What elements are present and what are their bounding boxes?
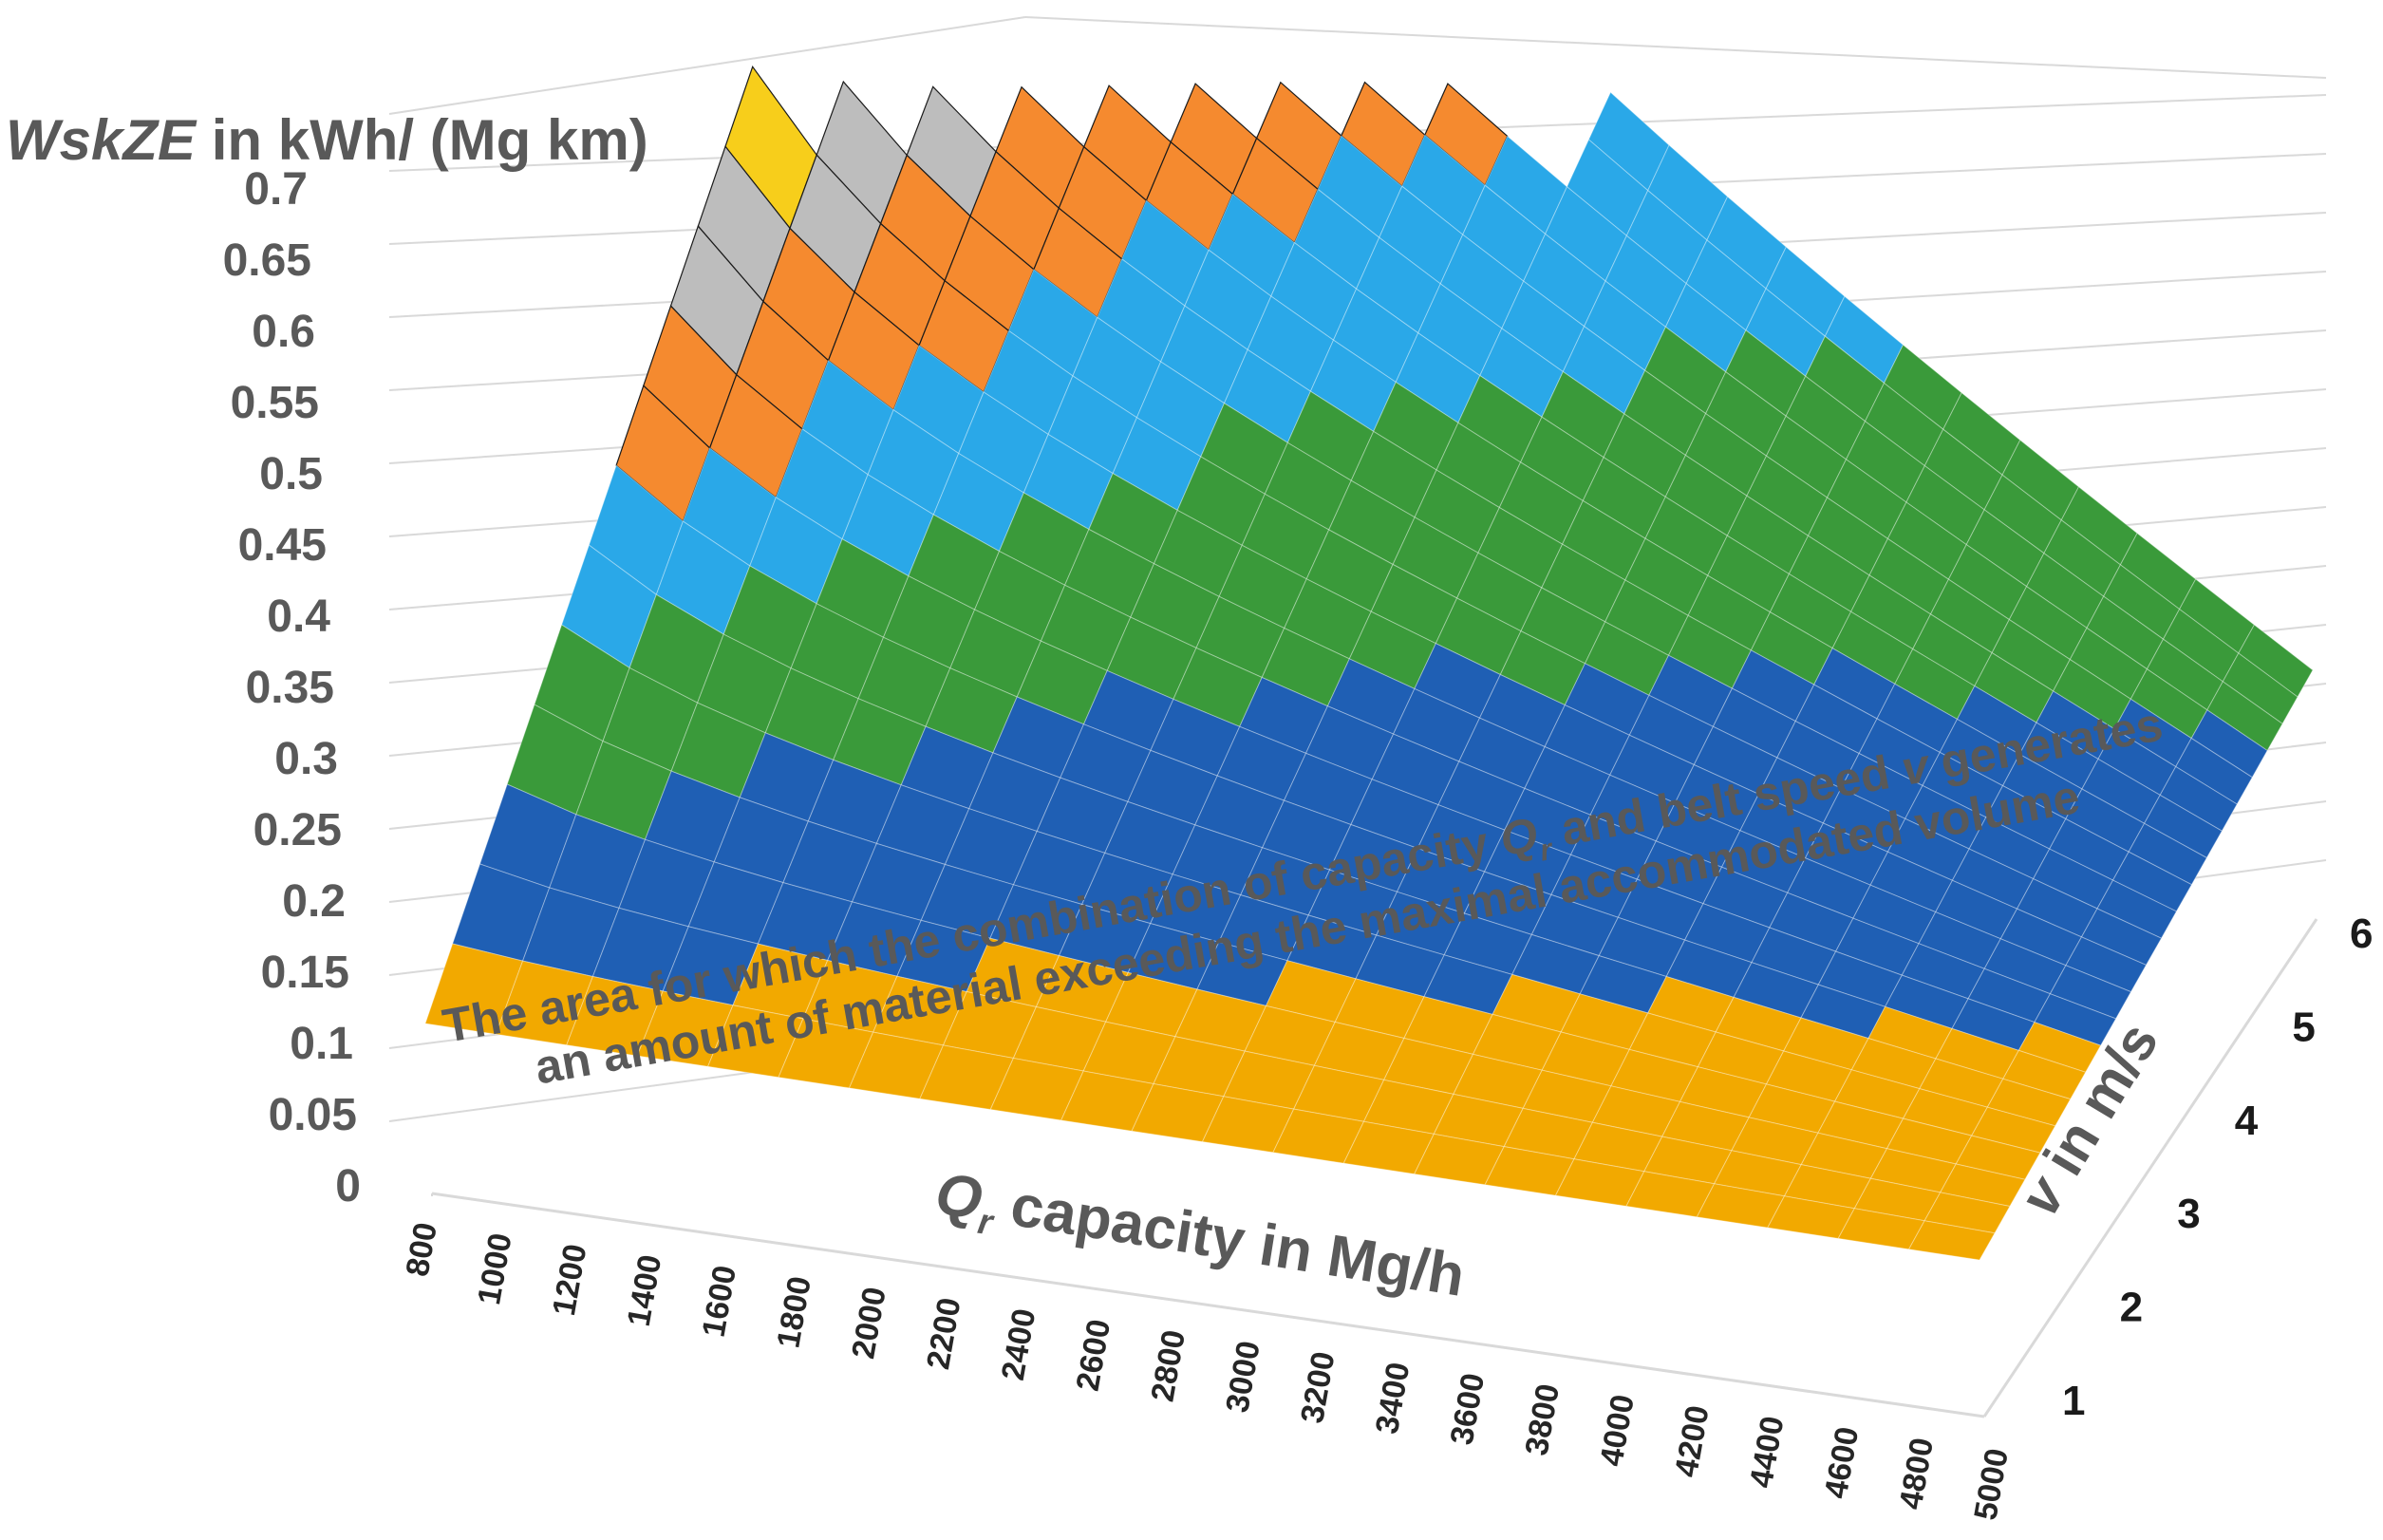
z-tick-label: 0.6: [252, 307, 315, 357]
y-tick-label: 5: [2292, 1004, 2315, 1050]
surface-cell: [2128, 822, 2207, 886]
x-tick-label: 800: [400, 1220, 444, 1279]
z-axis-title: WskZE in kWh/ (Mg km): [6, 108, 648, 172]
x-tick-label: 2400: [995, 1305, 1043, 1382]
surface-cell: [1907, 1220, 1996, 1261]
z-tick-label: 0.35: [246, 663, 334, 713]
x-tick-label: 3400: [1369, 1360, 1417, 1437]
z-tick-label: 0.7: [244, 164, 308, 215]
x-tick-label: 2000: [845, 1285, 893, 1362]
surface-plot: [424, 66, 2314, 1261]
z-tick-label: 0.5: [259, 449, 323, 499]
y-axis-tick-labels: 1 2 3 4 5 6: [2062, 911, 2373, 1424]
x-tick-label: 3600: [1444, 1370, 1492, 1447]
x-tick-label: 4800: [1893, 1435, 1942, 1512]
z-axis-tick-labels: 0 0.05 0.1 0.15 0.2 0.25 0.3 0.35 0.4 0.45 0.5 0.55…: [223, 164, 361, 1211]
x-tick-label: 2200: [920, 1295, 968, 1372]
surface-cell: [1939, 1163, 2026, 1208]
chart-axes: [431, 918, 2318, 1418]
z-tick-label: 0.3: [274, 734, 338, 784]
x-axis-line: [431, 1192, 1985, 1418]
y-tick-label: 2: [2120, 1285, 2143, 1331]
z-tick-label: 0.1: [290, 1019, 353, 1069]
x-tick-label: 5000: [1967, 1446, 2016, 1523]
x-tick-label: 1400: [621, 1252, 669, 1329]
y-tick-label: 1: [2062, 1378, 2085, 1424]
surface-cell: [2065, 936, 2148, 993]
x-tick-label: 1200: [546, 1241, 594, 1318]
x-tick-label: 2800: [1144, 1327, 1192, 1404]
y-tick-label: 4: [2235, 1098, 2259, 1144]
surface-cell: [1923, 1192, 2011, 1234]
x-tick-label: 4600: [1818, 1424, 1867, 1501]
z-tick-label: 0: [335, 1161, 361, 1211]
z-tick-label: 0.25: [253, 805, 342, 855]
y-tick-label: 6: [2350, 911, 2373, 957]
z-tick-label: 0.05: [269, 1090, 357, 1140]
surface-cell: [2096, 879, 2178, 939]
back-wall-top-edge: [1024, 16, 2327, 79]
x-tick-label: 3800: [1518, 1381, 1567, 1458]
surface-cell: [2190, 709, 2268, 779]
x-tick-label: 2600: [1070, 1317, 1118, 1394]
x-tick-label: 4200: [1668, 1402, 1717, 1479]
y-axis-line: [1982, 918, 2318, 1418]
x-tick-label: 4400: [1743, 1414, 1792, 1491]
x-tick-label: 3000: [1219, 1338, 1267, 1415]
surface-cell: [2175, 737, 2253, 805]
x-tick-label: 1600: [696, 1263, 744, 1340]
surface-cell: [2159, 765, 2238, 832]
z-tick-label: 0.65: [223, 235, 311, 286]
z-tick-label: 0.2: [282, 876, 346, 927]
x-tick-label: 1000: [471, 1230, 519, 1307]
surface-cell: [2143, 794, 2223, 859]
x-tick-label: 3200: [1294, 1349, 1342, 1426]
surface-cell: [2049, 965, 2132, 1020]
y-tick-label: 3: [2177, 1191, 2200, 1237]
z-tick-label: 0.15: [261, 948, 349, 998]
x-axis-title: Qr capacity in Mg/h: [929, 1161, 1469, 1318]
x-tick-label: 1800: [770, 1273, 818, 1350]
x-tick-label: 4000: [1593, 1392, 1642, 1469]
back-wall-top-edge: [388, 16, 1026, 115]
z-tick-label: 0.55: [231, 378, 319, 428]
z-tick-label: 0.45: [238, 520, 327, 571]
z-tick-label: 0.4: [267, 592, 330, 642]
